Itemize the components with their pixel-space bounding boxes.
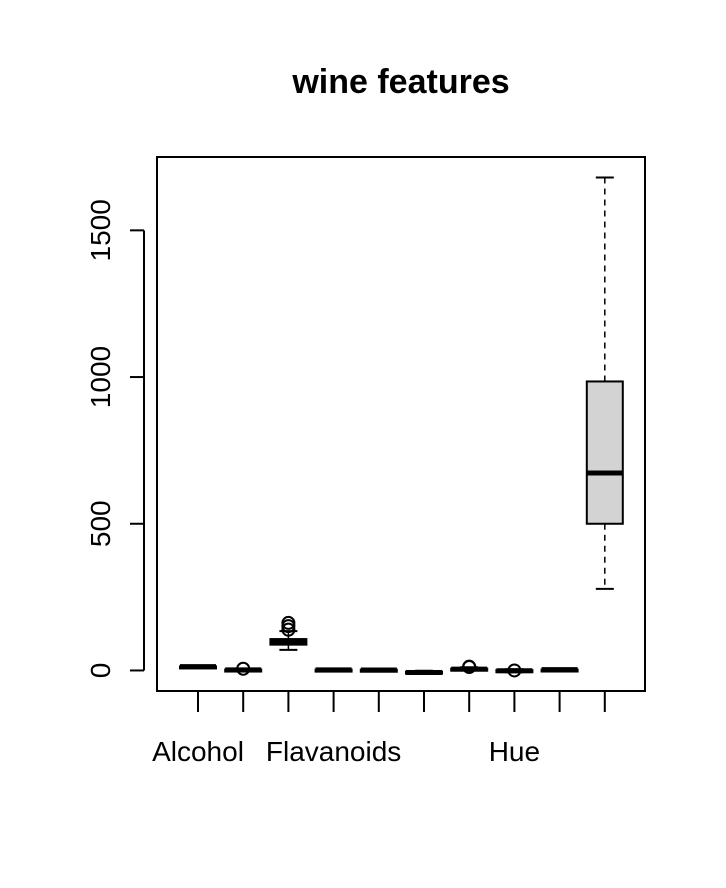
x-tick-label: Hue bbox=[489, 736, 540, 767]
x-axis: Alcohol Flavanoids Hue bbox=[152, 691, 606, 767]
box-group bbox=[450, 659, 489, 674]
plot-frame bbox=[156, 156, 646, 692]
box-group bbox=[540, 667, 579, 673]
box-group bbox=[359, 667, 398, 673]
y-tick-label: 1500 bbox=[85, 199, 116, 261]
x-tick-label: Flavanoids bbox=[266, 736, 401, 767]
boxes bbox=[179, 176, 624, 678]
outlier-point bbox=[507, 663, 522, 678]
box-group bbox=[585, 176, 624, 590]
y-tick-label: 500 bbox=[85, 500, 116, 547]
y-tick-label: 1000 bbox=[85, 346, 116, 408]
box-group bbox=[495, 663, 534, 678]
x-tick-label: Alcohol bbox=[152, 736, 244, 767]
outlier-point bbox=[281, 615, 296, 630]
box-group bbox=[405, 669, 443, 676]
outlier-point bbox=[462, 659, 477, 674]
box-group bbox=[224, 661, 263, 676]
y-axis: 0 500 1000 1500 bbox=[85, 199, 145, 679]
box-group bbox=[179, 664, 217, 670]
box-group bbox=[314, 667, 353, 673]
box-group bbox=[269, 615, 308, 651]
y-tick-label: 0 bbox=[85, 663, 116, 679]
chart-title: wine features bbox=[291, 63, 509, 101]
outlier-point bbox=[236, 661, 251, 676]
box-iqr bbox=[585, 380, 624, 525]
